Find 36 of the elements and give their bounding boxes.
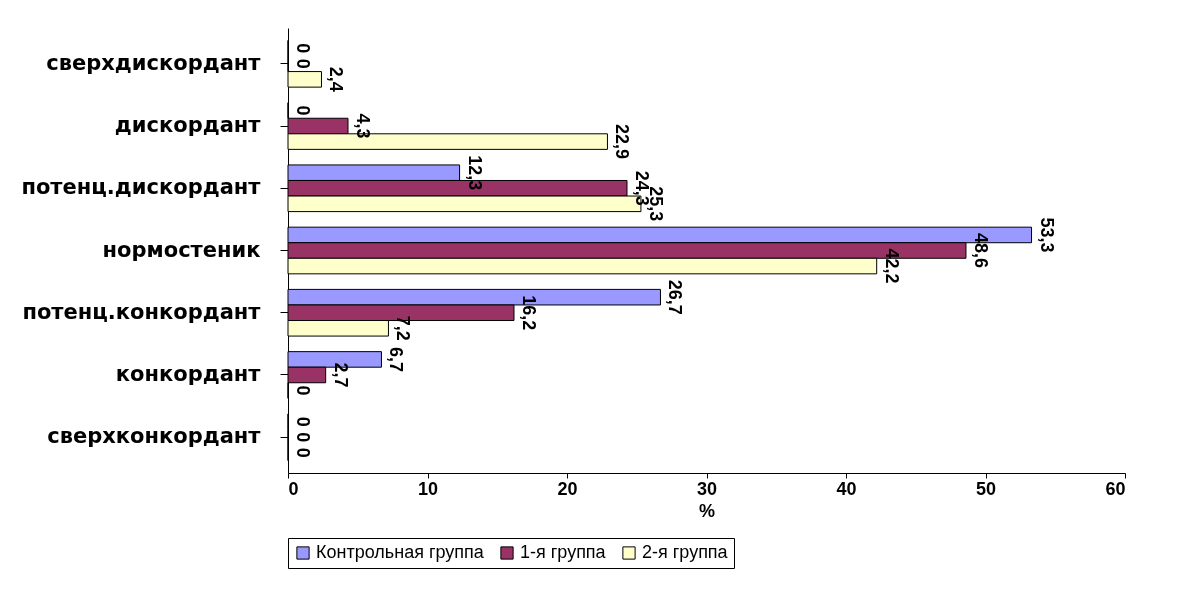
- data-label: 0: [293, 385, 313, 396]
- data-label: 2,4: [326, 66, 347, 92]
- data-label: 6,7: [386, 346, 407, 372]
- x-tick-label: 50: [975, 478, 997, 499]
- y-tick-label: конкордант: [115, 361, 262, 386]
- data-label: 0: [293, 43, 313, 54]
- x-tick-label: 0: [288, 478, 299, 499]
- x-tick-label: 30: [696, 478, 718, 499]
- x-tick-label: 10: [417, 478, 439, 499]
- legend-label: 2-я группа: [642, 542, 729, 562]
- x-tick-label: 60: [1105, 478, 1126, 499]
- y-tick-label: потенц.конкордант: [22, 299, 262, 324]
- data-label: 48,6: [970, 232, 991, 269]
- data-label: 0: [293, 447, 313, 458]
- data-label: 53,3: [1036, 217, 1057, 253]
- legend-label: Контрольная группа: [316, 542, 485, 562]
- x-tick-label: 40: [836, 478, 857, 499]
- data-label: 16,2: [518, 295, 539, 331]
- y-tick-label: сверхконкордант: [47, 424, 262, 449]
- data-label: 0: [293, 58, 313, 69]
- data-label: 12,3: [464, 155, 485, 191]
- y-tick-label: дискордант: [114, 113, 262, 138]
- legend-label: 1-я группа: [520, 542, 607, 562]
- y-tick-label: нормостеник: [102, 237, 261, 262]
- data-label: 0: [293, 432, 313, 443]
- y-tick-label: потенц.дискордант: [21, 175, 262, 200]
- x-tick-label: 20: [557, 478, 578, 499]
- data-label: 2,7: [330, 362, 351, 388]
- data-label: 4,3: [352, 113, 373, 139]
- data-label: 22,9: [612, 124, 633, 160]
- data-label: 0: [293, 416, 313, 427]
- data-label: 0: [293, 105, 313, 116]
- data-label: 42,2: [881, 248, 902, 284]
- y-tick-label: сверхдискордант: [46, 50, 262, 75]
- data-label: 26,7: [665, 279, 686, 315]
- x-axis-title: %: [698, 500, 716, 521]
